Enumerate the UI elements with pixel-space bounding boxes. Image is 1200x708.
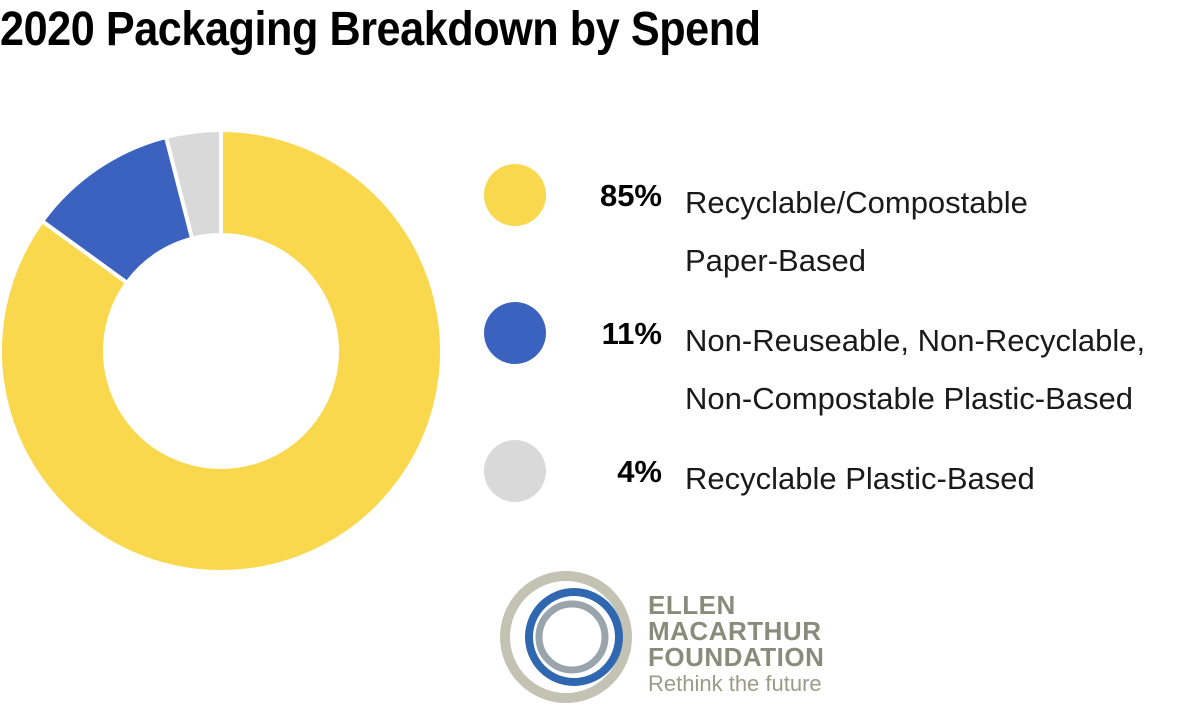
legend-label: Recyclable/Compostable Paper-Based (685, 174, 1200, 290)
donut-slice-1 (0, 130, 442, 572)
logo-line: ELLEN (648, 590, 736, 620)
legend-label-line: Paper-Based (685, 243, 866, 278)
legend: 85% Recyclable/Compostable Paper-Based 1… (484, 162, 1200, 508)
legend-label-line: Non-Compostable Plastic-Based (685, 381, 1133, 416)
ellen-macarthur-foundation-logo: ELLEN MACARTHUR FOUNDATION Rethink the f… (498, 570, 858, 704)
logo-tagline: Rethink the future (648, 671, 822, 696)
logo-inner-ring (535, 600, 609, 674)
logo-line: MACARTHUR (648, 616, 822, 646)
logo-outer-ring (500, 571, 632, 703)
legend-percent: 11% (601, 316, 662, 351)
legend-label-line: Recyclable/Compostable (685, 185, 1028, 220)
legend-swatch (484, 440, 546, 502)
logo-blue-ring (525, 588, 623, 686)
legend-label-line: Non-Reuseable, Non-Recyclable, (685, 323, 1146, 358)
logo-line: FOUNDATION (648, 642, 825, 672)
legend-swatch (484, 302, 546, 364)
legend-item-paper-based: 85% Recyclable/Compostable Paper-Based (484, 162, 1200, 300)
legend-label-line: Recyclable Plastic-Based (685, 461, 1035, 496)
donut-slice-3 (164, 130, 223, 241)
legend-percent: 4% (617, 454, 662, 489)
legend-label: Non-Reuseable, Non-Recyclable, Non-Compo… (685, 312, 1200, 428)
logo-text: ELLEN MACARTHUR FOUNDATION Rethink the f… (648, 592, 824, 698)
legend-swatch (484, 164, 546, 226)
legend-item-non-recyclable-plastic: 11% Non-Reuseable, Non-Recyclable, Non-C… (484, 300, 1200, 438)
legend-item-recyclable-plastic: 4% Recyclable Plastic-Based (484, 438, 1200, 508)
legend-percent: 85% (599, 178, 662, 213)
legend-label: Recyclable Plastic-Based (685, 450, 1200, 508)
logo-rings-icon (500, 571, 632, 703)
chart-title: 2020 Packaging Breakdown by Spend (0, 3, 761, 56)
donut-chart (0, 130, 442, 572)
